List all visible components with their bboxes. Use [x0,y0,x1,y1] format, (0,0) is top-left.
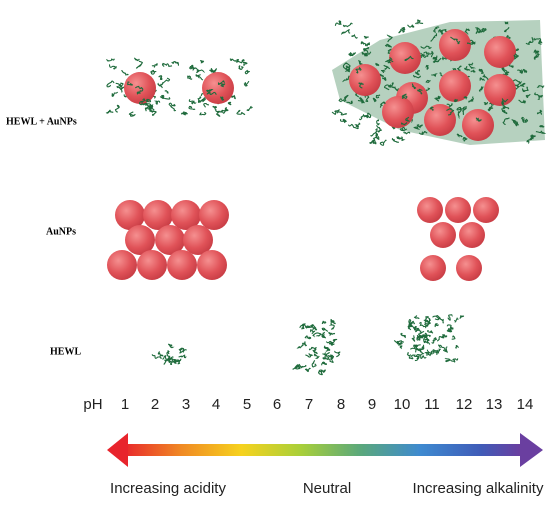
gold-nanoparticle [439,70,471,102]
arrow-label: Increasing alkalinity [413,480,544,497]
gold-nanoparticle [456,255,482,281]
ph-tick: 2 [151,396,159,413]
gold-nanoparticle [197,250,227,280]
gold-nanoparticle [430,222,456,248]
protein [118,81,154,110]
gold-nanoparticle [473,197,499,223]
gold-nanoparticle [389,42,421,74]
gold-nanoparticle [459,222,485,248]
ph-tick: 14 [517,396,534,413]
gold-nanoparticle [183,225,213,255]
ph-tick: 4 [212,396,220,413]
ph-tick: 8 [337,396,345,413]
ph-tick: 5 [243,396,251,413]
gold-nanoparticle [115,200,145,230]
gold-nanoparticle [171,200,201,230]
gold-nanoparticle [202,72,234,104]
ph-tick: 13 [486,396,503,413]
gold-nanoparticle [424,104,456,136]
arrow-label: Neutral [303,480,351,497]
ph-tick: 12 [456,396,473,413]
gold-nanoparticle [125,225,155,255]
ph-ticks: 1 2 3 4 5 6 7 8 9 10 11 12 13 14 [121,396,534,413]
ph-tick: 6 [273,396,281,413]
gold-nanoparticle [349,64,381,96]
gold-nanoparticle [417,197,443,223]
arrow-head-right [520,433,543,467]
ph-tick: 11 [424,396,440,413]
gold-nanoparticle [420,255,446,281]
gold-nanoparticle [167,250,197,280]
protein [393,314,465,363]
ph-tick: 9 [368,396,376,413]
ph-tick: 7 [305,396,313,413]
gold-nanoparticle [445,197,471,223]
gold-nanoparticle [484,74,516,106]
protein [197,80,226,117]
illustration [105,19,547,376]
row-label: AuNPs [46,226,76,237]
row-label: HEWL + AuNPs [6,116,77,127]
arrow-head-left [107,433,128,467]
gold-nanoparticle [143,200,173,230]
ph-tick: 3 [182,396,190,413]
arrow-label: Increasing acidity [110,480,226,497]
ph-tick: 10 [394,396,411,413]
gold-nanoparticle [439,29,471,61]
gold-nanoparticle [107,250,137,280]
gold-nanoparticle [382,96,414,128]
gold-nanoparticle [137,250,167,280]
protein [345,36,534,144]
protein [292,318,341,376]
gold-nanoparticle [462,109,494,141]
gold-nanoparticle [199,200,229,230]
ph-label: pH [83,396,102,413]
ph-tick: 1 [121,396,129,413]
ph-arrow [122,444,520,456]
gold-nanoparticle [484,36,516,68]
protein [151,343,188,365]
row-label: HEWL [50,346,81,357]
gold-nanoparticle [155,225,185,255]
